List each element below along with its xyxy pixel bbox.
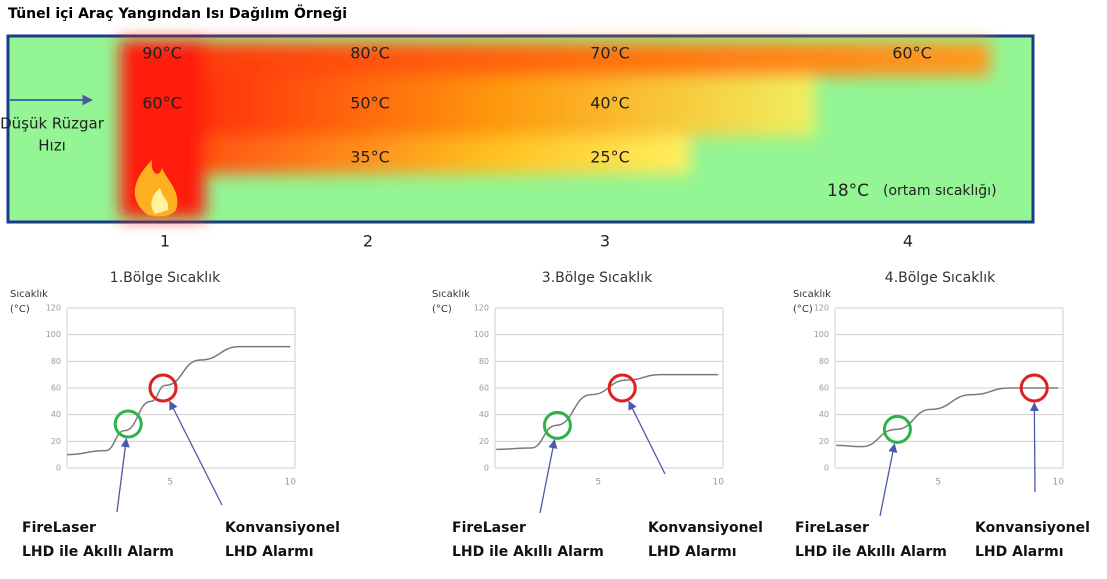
y-tick-label: 60: [51, 384, 61, 393]
x-tick-label: 5: [167, 478, 173, 488]
y-tick-label: 0: [56, 464, 61, 473]
zone-number: 2: [363, 232, 373, 251]
y-axis-label: Sıcaklık: [10, 289, 48, 300]
alarm-arrow: [1029, 402, 1039, 493]
alarm-marker: [113, 409, 143, 439]
y-tick-label: 100: [46, 330, 61, 339]
y-tick-label: 20: [479, 437, 489, 446]
y-axis-label: (°C): [432, 304, 452, 315]
alarm-label: Konvansiyonel: [225, 520, 340, 536]
y-axis-label: Sıcaklık: [432, 289, 470, 300]
alarm-label: LHD ile Akıllı Alarm: [22, 544, 174, 560]
alarm-arrow: [116, 437, 130, 513]
chart-title: 3.Bölge Sıcaklık: [542, 270, 653, 286]
y-axis-label: (°C): [793, 304, 813, 315]
temp-label: 50°C: [350, 94, 390, 113]
alarm-label: Konvansiyonel: [648, 520, 763, 536]
alarm-arrow: [879, 443, 898, 517]
fire-icon-core: [151, 188, 169, 214]
x-tick-label: 10: [712, 478, 724, 488]
alarm-label: FireLaser: [452, 520, 526, 536]
alarm-label: Konvansiyonel: [975, 520, 1090, 536]
chart-title: 1.Bölge Sıcaklık: [110, 270, 221, 286]
y-tick-label: 100: [474, 330, 489, 339]
x-tick-label: 10: [1052, 478, 1064, 488]
ambient-temp: 18°C: [827, 181, 869, 201]
temp-label: 90°C: [142, 44, 182, 63]
y-axis-label: (°C): [10, 304, 30, 315]
alarm-arrow: [169, 400, 223, 506]
y-tick-label: 20: [819, 437, 829, 446]
zone-number: 4: [903, 232, 913, 251]
chart-title: 4.Bölge Sıcaklık: [885, 270, 996, 286]
alarm-arrow: [539, 439, 558, 514]
page-title: Tünel içi Araç Yangından Isı Dağılım Örn…: [8, 4, 347, 22]
y-tick-label: 80: [51, 357, 61, 366]
y-tick-label: 0: [484, 464, 489, 473]
alarm-marker: [1019, 373, 1049, 403]
alarm-label: FireLaser: [795, 520, 869, 536]
tunnel: Düşük Rüzgar Hızı 90°C 80°C 70°C 60°C 60…: [0, 34, 1035, 251]
alarm-label: FireLaser: [22, 520, 96, 536]
wind-label: Hızı: [38, 137, 66, 155]
alarm-marker: [607, 373, 637, 403]
alarm-marker: [882, 414, 912, 444]
y-tick-label: 120: [814, 304, 829, 313]
y-tick-label: 0: [824, 464, 829, 473]
y-tick-label: 20: [51, 437, 61, 446]
temperature-line: [66, 345, 291, 456]
temperature-line: [836, 387, 1059, 448]
ambient-note: (ortam sıcaklığı): [883, 183, 997, 199]
y-axis-label: Sıcaklık: [793, 289, 831, 300]
alarm-label: LHD Alarmı: [225, 544, 314, 560]
temp-label: 60°C: [142, 94, 182, 113]
y-tick-label: 80: [819, 357, 829, 366]
wind-label: Düşük Rüzgar: [0, 115, 105, 133]
alarm-label: LHD Alarmı: [648, 544, 737, 560]
alarm-label: LHD ile Akıllı Alarm: [452, 544, 604, 560]
alarm-arrow: [628, 400, 666, 475]
x-tick-label: 5: [935, 478, 941, 488]
alarm-label: LHD Alarmı: [975, 544, 1064, 560]
y-tick-label: 40: [479, 410, 489, 419]
y-tick-label: 40: [819, 410, 829, 419]
temp-label: 25°C: [590, 148, 630, 167]
alarm-marker: [542, 410, 572, 440]
zone-number: 1: [160, 232, 170, 251]
temp-label: 80°C: [350, 44, 390, 63]
y-tick-label: 60: [819, 384, 829, 393]
y-tick-label: 100: [814, 330, 829, 339]
y-tick-label: 80: [479, 357, 489, 366]
alarm-marker: [148, 373, 178, 403]
y-tick-label: 60: [479, 384, 489, 393]
temp-label: 35°C: [350, 148, 390, 167]
y-tick-label: 40: [51, 410, 61, 419]
temp-label: 70°C: [590, 44, 630, 63]
temp-label: 60°C: [892, 44, 932, 63]
alarm-label: LHD ile Akıllı Alarm: [795, 544, 947, 560]
y-tick-label: 120: [474, 304, 489, 313]
x-tick-label: 10: [284, 478, 296, 488]
temperature-line: [496, 373, 719, 451]
zone-number: 3: [600, 232, 610, 251]
temp-label: 40°C: [590, 94, 630, 113]
y-tick-label: 120: [46, 304, 61, 313]
x-tick-label: 5: [595, 478, 601, 488]
